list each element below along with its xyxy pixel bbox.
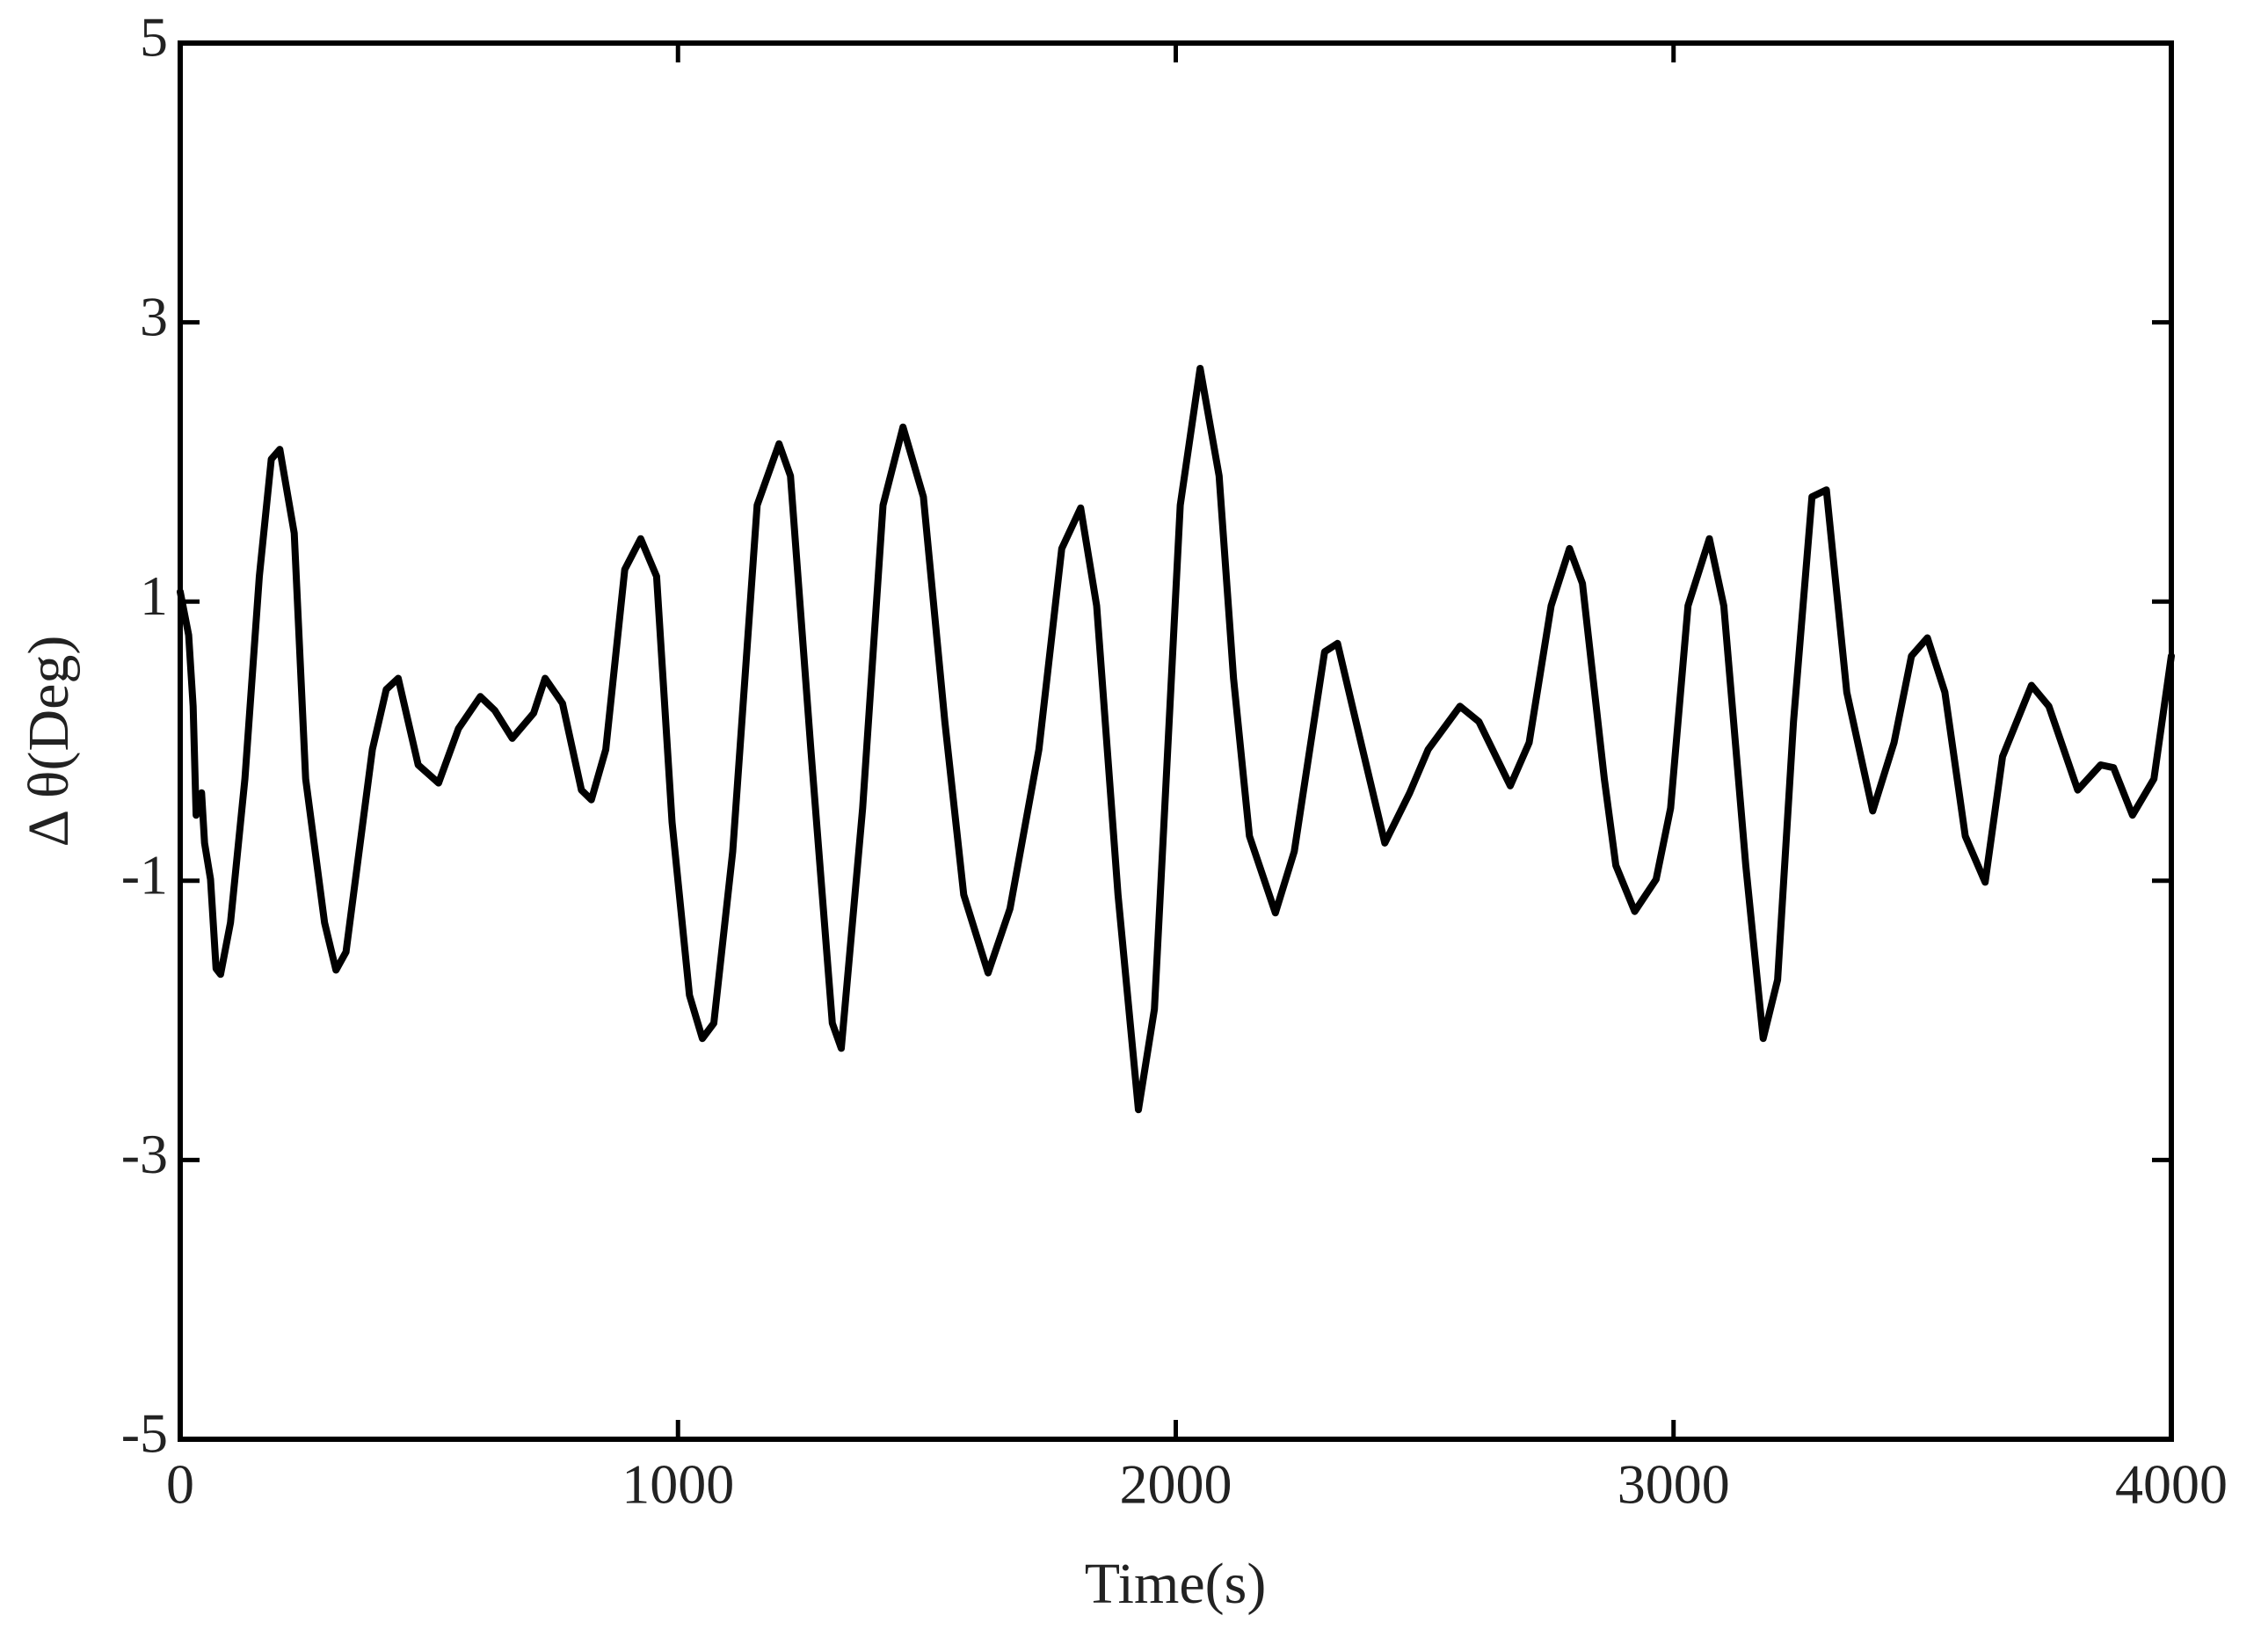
y-tick-label: 5 xyxy=(140,6,168,69)
plot-frame xyxy=(178,40,2174,1442)
y-tick-label: -1 xyxy=(121,843,168,906)
x-tick-label: 2000 xyxy=(1120,1453,1232,1516)
data-line xyxy=(177,365,2175,1114)
x-tick-label: 3000 xyxy=(1618,1453,1730,1516)
y-tick-label: -3 xyxy=(121,1123,168,1185)
x-axis-title: Time(s) xyxy=(1085,1552,1267,1616)
x-tick-label: 0 xyxy=(166,1453,194,1516)
y-tick-label: -5 xyxy=(121,1402,168,1465)
x-tick-label: 4000 xyxy=(2115,1453,2228,1516)
y-tick-label: 3 xyxy=(140,285,168,347)
x-tick-label: 1000 xyxy=(622,1453,734,1516)
y-axis-title: Δ θ(Deg) xyxy=(17,636,81,848)
y-tick-label: 1 xyxy=(140,564,168,627)
